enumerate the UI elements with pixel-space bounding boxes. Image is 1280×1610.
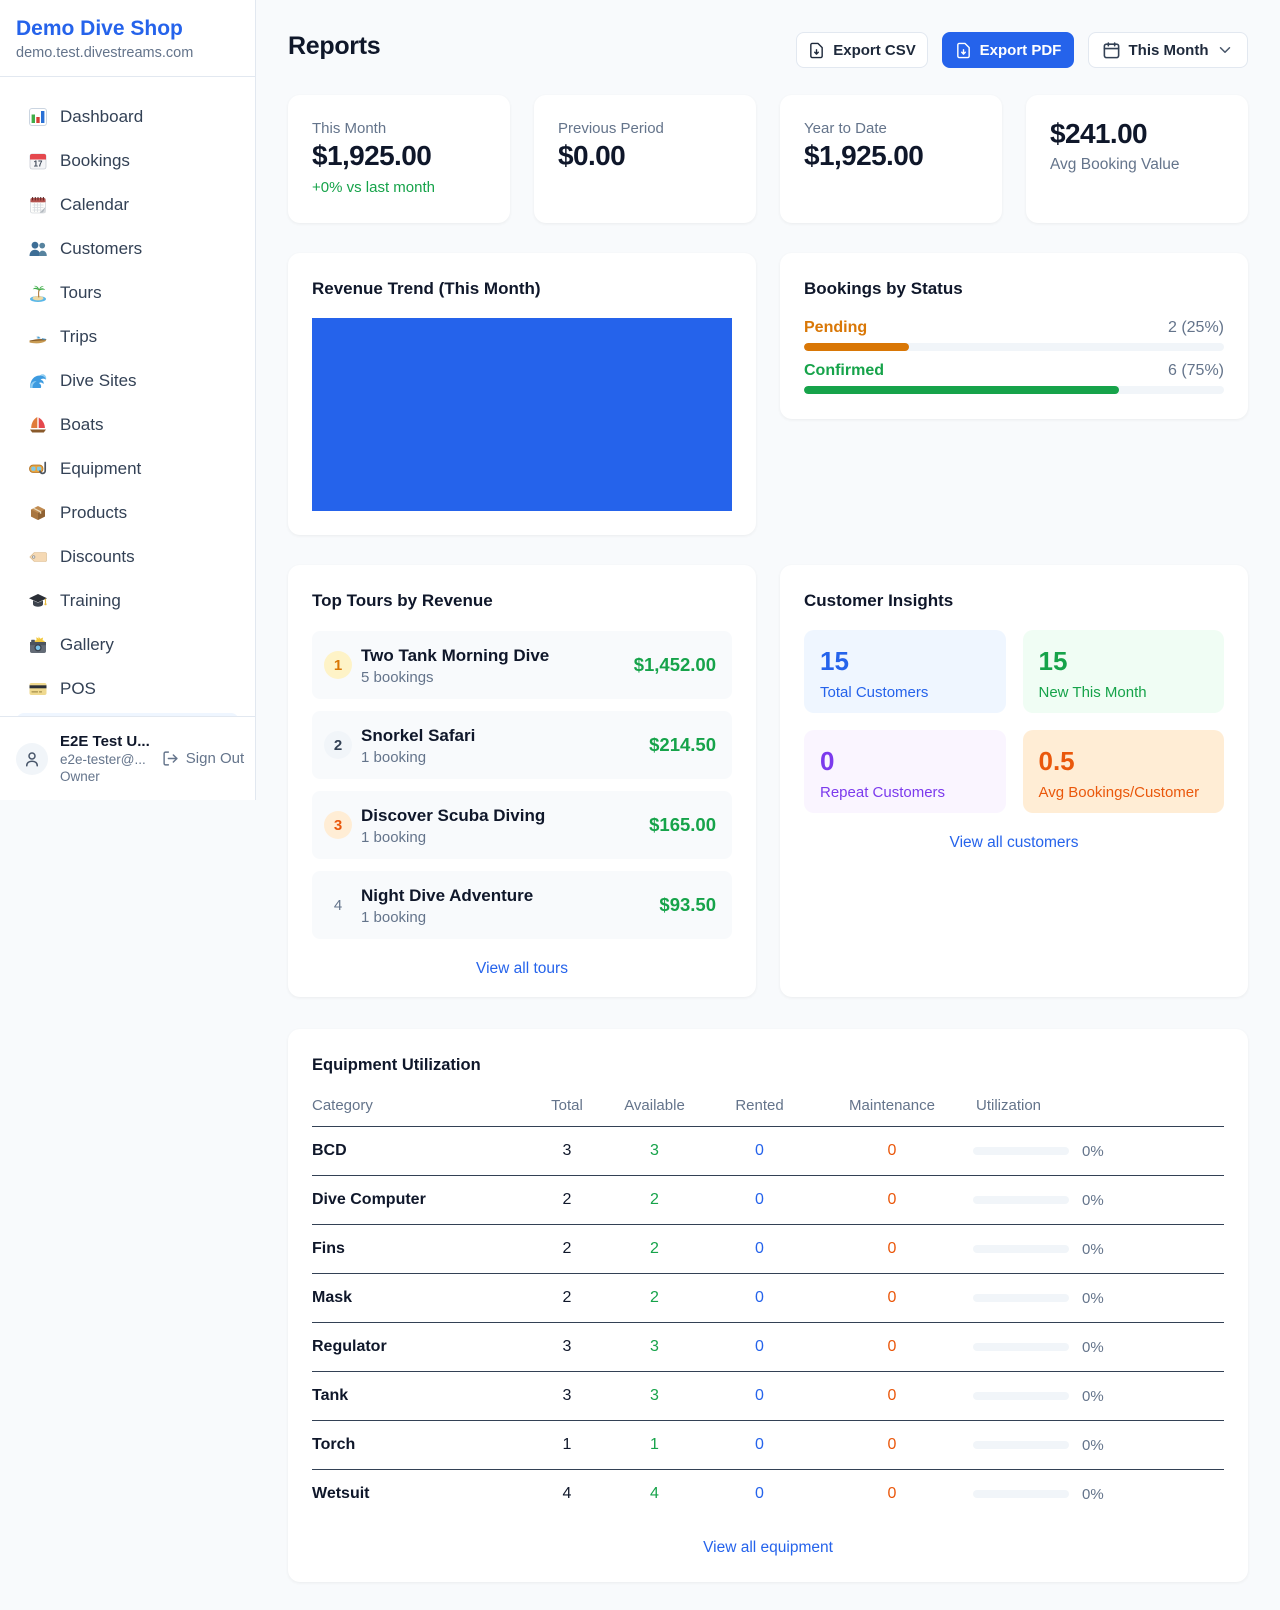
svg-text:17: 17 xyxy=(34,160,43,169)
